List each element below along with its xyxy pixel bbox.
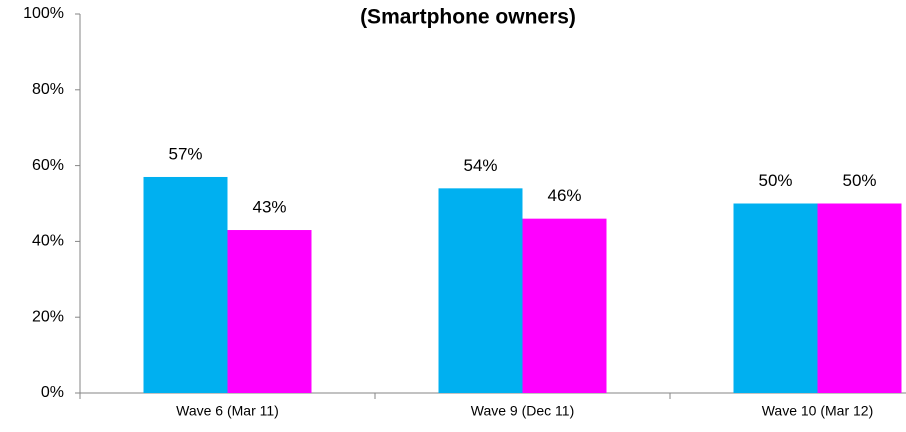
x-tick-label: Wave 9 (Dec 11) [471, 403, 574, 419]
y-tick-label: 80% [32, 81, 64, 98]
y-tick-label: 20% [32, 308, 64, 325]
bar [227, 230, 312, 393]
bar [438, 188, 523, 393]
value-label: 57% [168, 144, 202, 163]
y-tick-label: 0% [41, 384, 64, 401]
value-label: 54% [463, 156, 497, 175]
bar [143, 176, 228, 393]
x-tick-label: Wave 10 (Mar 12) [762, 403, 874, 419]
value-label: 50% [758, 171, 792, 190]
value-label: 46% [547, 186, 581, 205]
bar [522, 218, 607, 393]
y-tick-label: 100% [23, 5, 64, 22]
x-tick-label: Wave 6 (Mar 11) [176, 403, 279, 419]
value-label: 50% [842, 171, 876, 190]
bar [733, 203, 818, 393]
y-tick-label: 60% [32, 157, 64, 174]
value-label: 43% [252, 198, 286, 217]
y-tick-label: 40% [32, 233, 64, 250]
bar [817, 203, 902, 393]
chart-title: (Smartphone owners) [360, 6, 576, 29]
